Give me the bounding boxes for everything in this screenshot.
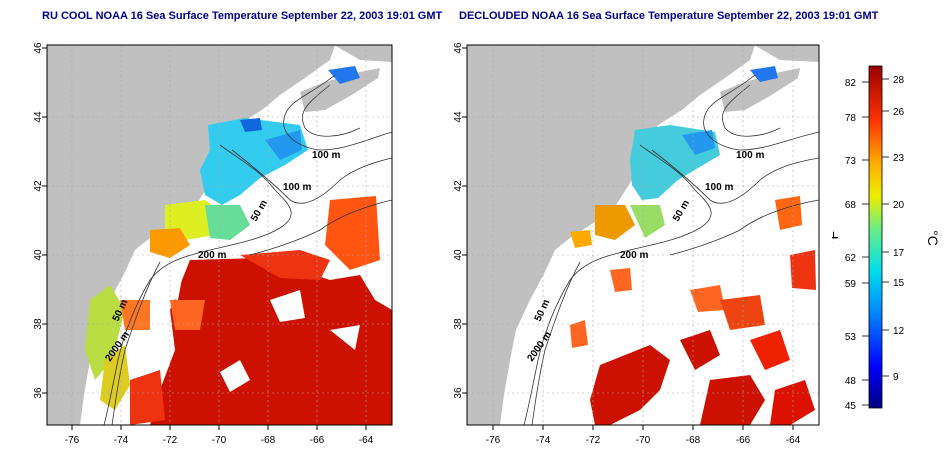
lat-label: 38 <box>453 318 464 330</box>
lon-label: -74 <box>536 435 551 446</box>
contour-label: 100 m <box>312 150 340 161</box>
contour-label: 100 m <box>736 150 764 161</box>
left-map-title: RU COOL NOAA 16 Sea Surface Temperature … <box>42 10 443 22</box>
c-tick: 12 <box>893 326 905 337</box>
temperature-colorbar: 82 78 73 68 62 59 53 48 45 28 26 23 20 1… <box>832 65 941 412</box>
lon-label: -66 <box>310 435 325 446</box>
nova-scotia <box>300 68 380 112</box>
cool-sst-patches <box>630 66 778 200</box>
right-map-title: DECLOUDED NOAA 16 Sea Surface Temperatur… <box>459 10 879 22</box>
c-tick: 20 <box>893 200 905 211</box>
contour-label: 200 m <box>620 250 648 261</box>
colorbar-gradient <box>868 65 883 409</box>
grid-lines <box>467 45 819 425</box>
f-tick: 48 <box>845 376 857 387</box>
c-tick: 28 <box>893 75 905 86</box>
lat-label: 36 <box>33 387 44 399</box>
fahrenheit-ticks: 82 78 73 68 62 59 53 48 45 <box>845 78 857 412</box>
right-lon-axis: -76 -74 -72 -70 -68 -66 -64 <box>486 425 801 446</box>
lat-label: 42 <box>453 180 464 192</box>
lat-label: 40 <box>453 249 464 261</box>
bathymetry-contours <box>523 74 819 425</box>
c-tick: 15 <box>893 278 905 289</box>
mid-sst-patches <box>570 205 665 248</box>
lon-label: -64 <box>786 435 801 446</box>
lat-label: 46 <box>453 42 464 54</box>
fahrenheit-tick-marks <box>862 78 889 406</box>
lat-label: 44 <box>453 111 464 123</box>
warm-sst-patches <box>570 196 816 425</box>
lon-label: -72 <box>163 435 178 446</box>
c-tick: 17 <box>893 248 905 259</box>
lon-label: -76 <box>65 435 80 446</box>
f-tick: 82 <box>845 78 857 89</box>
celsius-ticks: 28 26 23 20 17 15 12 9 <box>893 75 905 383</box>
left-lon-axis: -76 -74 -72 -70 -68 -66 -64 <box>65 425 374 446</box>
nova-scotia <box>720 68 800 112</box>
right-sst-map: 100 m 100 m 50 m 200 m 50 m 2000 m 36 38… <box>453 42 820 446</box>
f-tick: 78 <box>845 113 857 124</box>
lon-label: -64 <box>359 435 374 446</box>
mid-sst-patches <box>85 200 250 410</box>
lon-label: -70 <box>636 435 651 446</box>
lat-label: 38 <box>33 318 44 330</box>
c-tick: 9 <box>893 372 899 383</box>
f-tick: 53 <box>845 332 857 343</box>
lon-label: -76 <box>486 435 501 446</box>
lat-label: 44 <box>33 111 44 123</box>
lat-label: 42 <box>33 180 44 192</box>
contour-label: 100 m <box>283 182 311 193</box>
lat-label: 46 <box>33 42 44 54</box>
left-lat-axis: 36 38 40 42 44 46 <box>33 42 47 399</box>
f-tick: 73 <box>845 156 857 167</box>
c-tick: 23 <box>893 153 905 164</box>
right-lat-axis: 36 38 40 42 44 46 <box>453 42 467 399</box>
lon-label: -66 <box>736 435 751 446</box>
lon-label: -68 <box>261 435 276 446</box>
contour-label: 200 m <box>198 250 226 261</box>
f-tick: 59 <box>845 279 857 290</box>
land-mass <box>467 45 755 425</box>
lon-label: -70 <box>212 435 227 446</box>
contour-label: 100 m <box>705 182 733 193</box>
f-tick: 62 <box>845 253 857 264</box>
fahrenheit-unit-label: °F <box>832 231 841 245</box>
c-tick: 26 <box>893 107 905 118</box>
cloud-gaps <box>150 260 360 392</box>
celsius-unit-label: °C <box>925 230 941 246</box>
lon-label: -68 <box>686 435 701 446</box>
lat-label: 36 <box>453 387 464 399</box>
lat-label: 40 <box>33 249 44 261</box>
f-tick: 68 <box>845 200 857 211</box>
land-mass <box>47 45 335 425</box>
f-tick: 45 <box>845 401 857 412</box>
left-sst-map: 100 m 100 m 50 m 200 m 50 m 2000 m 36 38… <box>33 42 393 446</box>
lon-label: -74 <box>114 435 129 446</box>
lon-label: -72 <box>586 435 601 446</box>
cool-sst-patches <box>200 66 360 205</box>
grid-lines <box>47 45 392 425</box>
bathymetry-contours <box>103 74 392 425</box>
